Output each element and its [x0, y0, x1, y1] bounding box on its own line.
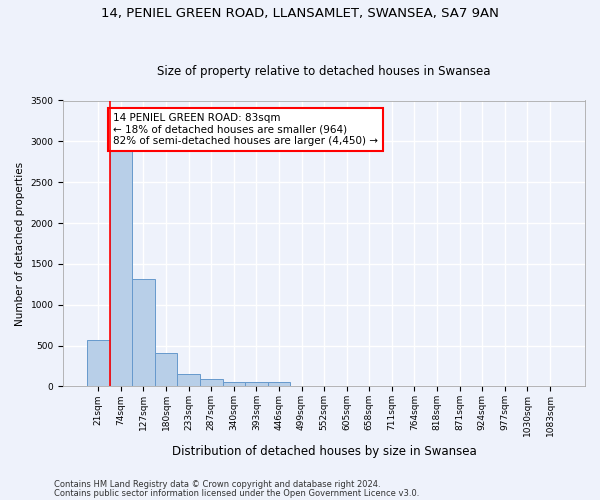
X-axis label: Distribution of detached houses by size in Swansea: Distribution of detached houses by size …: [172, 444, 476, 458]
Text: 14, PENIEL GREEN ROAD, LLANSAMLET, SWANSEA, SA7 9AN: 14, PENIEL GREEN ROAD, LLANSAMLET, SWANS…: [101, 8, 499, 20]
Bar: [200, 380, 223, 386]
Bar: [87, 340, 110, 386]
Bar: [223, 382, 245, 386]
Y-axis label: Number of detached properties: Number of detached properties: [15, 162, 25, 326]
Bar: [245, 382, 268, 386]
Bar: [155, 353, 178, 386]
Bar: [110, 150, 132, 386]
Title: Size of property relative to detached houses in Swansea: Size of property relative to detached ho…: [157, 66, 491, 78]
Bar: [178, 374, 200, 386]
Text: Contains HM Land Registry data © Crown copyright and database right 2024.: Contains HM Land Registry data © Crown c…: [54, 480, 380, 489]
Text: 14 PENIEL GREEN ROAD: 83sqm
← 18% of detached houses are smaller (964)
82% of se: 14 PENIEL GREEN ROAD: 83sqm ← 18% of det…: [113, 113, 378, 146]
Text: Contains public sector information licensed under the Open Government Licence v3: Contains public sector information licen…: [54, 489, 419, 498]
Bar: [268, 382, 290, 386]
Bar: [132, 278, 155, 386]
